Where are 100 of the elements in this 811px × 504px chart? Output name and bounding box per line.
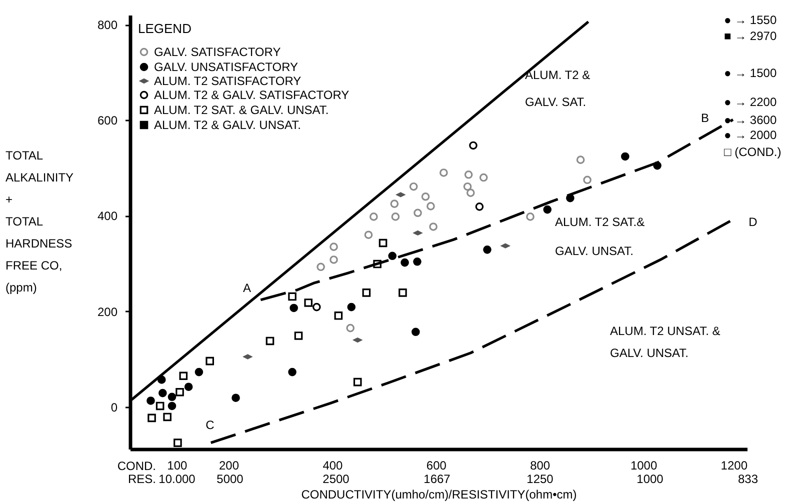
point [475,202,484,211]
point [370,212,378,221]
annotation: C [206,418,215,432]
legend-label: ALUM. T2 SATISFACTORY [154,74,302,88]
x-tick-label: 100 [167,458,188,472]
text: 1000 [636,472,664,486]
legend-label: ALUM. T2 & GALV. SATISFACTORY [154,88,350,102]
point [378,238,388,248]
legend-label: GALV. UNSATISFACTORY [154,60,298,74]
annotation: B [700,111,710,125]
annotation: ■ → 2970 [724,29,777,43]
point [483,246,492,254]
point [398,288,407,297]
point [388,252,397,260]
point [412,328,420,336]
point [163,412,172,422]
x-tick-label: 1000 [630,458,658,472]
x-tick-label: 400 [322,458,344,472]
x-axis-title: CONDUCTIVITY(umho/cm)/RESISTIVITY(ohm•cm) [301,488,577,502]
point [426,202,435,210]
point [421,192,430,201]
legend-label: ALUM. T2 & GALV. UNSAT. [154,118,301,132]
y-axis-title: TOTAL ALKALINITY + TOTAL HARDNESS FREE CO, (ppm) [6,148,74,294]
point [464,170,473,179]
annotation: ● → 3600 [724,113,777,127]
text: 1250 [526,472,554,486]
point [290,304,298,312]
x-tick-label: 1200 [720,458,748,472]
y-tick-label: 400 [97,209,118,224]
point [174,438,182,447]
y-tick-label: 800 [97,18,118,32]
text: 833 [738,472,758,486]
point [330,256,338,264]
point [168,392,176,402]
legend-label: ALUM. T2 SAT. & GALV. UNSAT. [154,103,329,117]
point [347,302,356,312]
text: RES. [128,472,156,486]
point [409,182,418,191]
point [469,141,478,150]
point [353,378,362,386]
point [543,205,552,214]
point [466,188,475,197]
annotation: ALUM. T2 UNSAT. & GALV. UNSAT. [610,324,720,360]
x-tick-label: 800 [530,458,550,472]
point [179,372,188,380]
y-tick-label: 0 [110,400,118,414]
point [362,288,371,297]
y-tick-label: 200 [97,304,118,319]
point [206,356,214,366]
text: 10.000 [158,472,196,486]
point [232,394,240,402]
point [146,396,155,405]
point [583,176,592,184]
point [621,152,630,161]
text: 1667 [424,472,451,486]
point [526,212,534,221]
annotation: □ (COND.) [724,145,782,159]
text: COND. [117,459,156,473]
point [312,302,321,312]
point [364,230,373,240]
point [413,257,422,266]
annotation: ● → 2000 [724,128,777,142]
y-tick-label: 600 [97,114,118,128]
annotation: ● → 2200 [724,95,777,109]
point [440,168,448,177]
point [184,382,193,392]
text: ALUM. T2 SAT.& GALV. UNSAT. [555,215,645,258]
point [304,298,313,307]
point [391,212,400,221]
point [346,324,355,332]
annotation: ● → 1550 [724,13,777,27]
point [288,292,296,301]
point [266,336,274,346]
point [288,368,296,376]
annotation: ● → 1500 [724,66,777,80]
point [316,262,325,272]
annotation: ALUM. T2 & GALV. SAT. [525,68,590,109]
legend-title: LEGEND [138,21,192,36]
point [148,414,156,422]
text: 5000 [216,472,244,486]
point [479,173,488,182]
point [463,182,472,191]
point [330,242,338,251]
point [429,222,438,231]
text: D [748,215,758,229]
x-tick-label: 600 [426,458,447,472]
legend-label: GALV. SATISFACTORY [154,45,281,59]
point [294,332,303,340]
point [156,402,164,410]
point [158,388,167,398]
point [400,258,409,267]
point [194,368,204,376]
x-tick-label: 200 [218,458,240,472]
point [334,311,343,320]
point [176,388,184,396]
annotation: A [242,281,252,295]
point [576,156,585,164]
point [390,200,399,208]
text: 2500 [322,472,350,486]
point [414,208,422,218]
